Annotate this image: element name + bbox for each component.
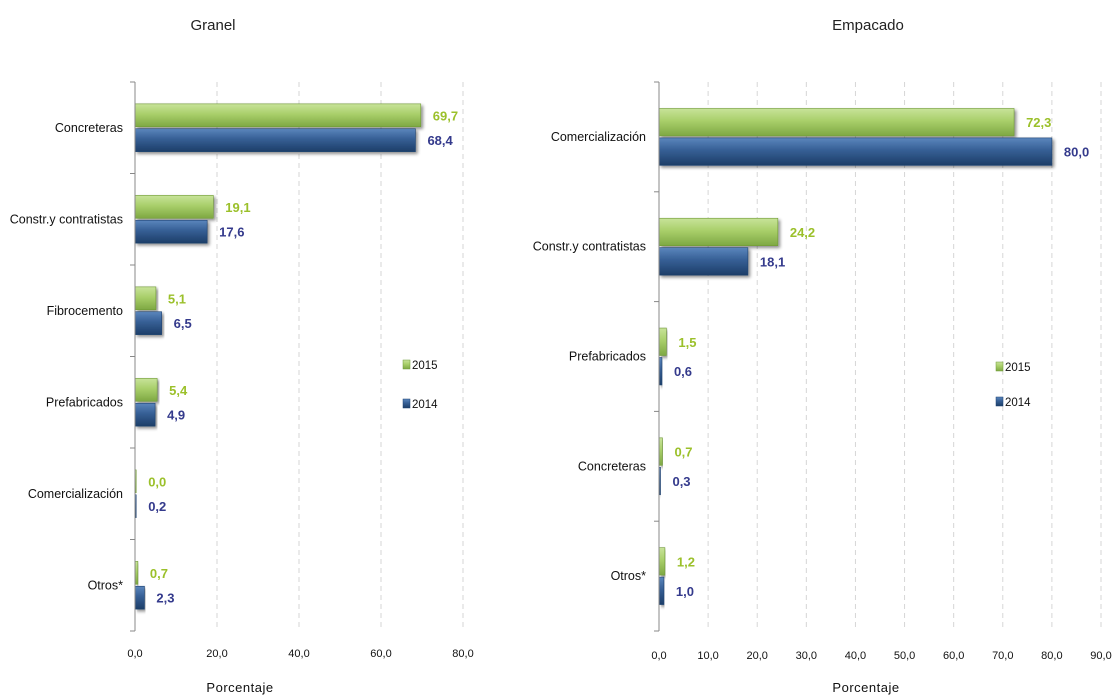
bar-2014 <box>134 128 416 152</box>
data-label-2014: 6,5 <box>174 316 192 331</box>
data-label-2014: 0,3 <box>672 474 690 489</box>
category-label: Otros* <box>611 569 647 583</box>
x-tick-label: 10,0 <box>697 650 718 662</box>
category-label: Constr.y contratistas <box>10 212 123 226</box>
bar-2015 <box>658 327 667 356</box>
chart-granel-grid <box>216 82 464 631</box>
bar-2014 <box>658 247 749 276</box>
category-label: Comercialización <box>551 130 646 144</box>
data-label-2015: 19,1 <box>225 200 250 215</box>
bar-2015 <box>134 103 422 128</box>
chart-granel-y-ticks <box>130 81 135 632</box>
data-label-2014: 4,9 <box>167 408 185 423</box>
chart-granel-x-tick-labels: 0,0 20,0 40,0 60,0 80,0 <box>127 648 473 660</box>
category-label: Fibrocemento <box>47 304 123 318</box>
chart-granel-bars <box>134 103 422 610</box>
legend-label-2014: 2014 <box>1005 397 1031 409</box>
legend-label-2015: 2015 <box>1005 362 1031 374</box>
data-label-2015: 0,7 <box>150 566 168 581</box>
data-label-2015: 5,4 <box>169 383 188 398</box>
data-label-2014: 0,2 <box>148 499 166 514</box>
bar-2015 <box>658 108 1015 137</box>
legend-swatch-2014 <box>402 398 411 409</box>
category-label: Otros* <box>88 578 124 592</box>
category-label: Constr.y contratistas <box>533 240 646 254</box>
category-label: Concreteras <box>578 459 646 473</box>
bar-2014 <box>658 576 665 605</box>
category-label: Comercialización <box>28 487 123 501</box>
legend-label-2015: 2015 <box>412 360 438 372</box>
x-tick-label: 40,0 <box>845 650 866 662</box>
bar-2014 <box>134 585 145 610</box>
x-tick-label: 80,0 <box>1041 650 1062 662</box>
chart-granel: Granel 69,768,419,117,65,16,55,44,90,00,… <box>10 17 474 695</box>
data-label-2015: 0,0 <box>148 474 166 489</box>
category-label: Prefabricados <box>569 350 646 364</box>
x-tick-label: 80,0 <box>452 648 473 660</box>
chart-granel-title: Granel <box>190 17 235 34</box>
chart-empacado-bars <box>658 108 1053 605</box>
legend-swatch-2015 <box>402 359 411 370</box>
chart-granel-category-labels: Concreteras Constr.y contratistas Fibrocem… <box>10 121 123 593</box>
bar-2015 <box>134 195 214 219</box>
bar-2015 <box>658 217 779 247</box>
chart-granel-legend: 2015 2014 <box>402 359 438 411</box>
bar-2014 <box>134 311 162 335</box>
x-tick-label: 90,0 <box>1090 650 1111 662</box>
data-label-2015: 72,3 <box>1026 115 1051 130</box>
data-label-2014: 17,6 <box>219 225 244 240</box>
data-label-2015: 69,7 <box>433 108 458 123</box>
chart-empacado-category-labels: Comercialización Constr.y contratistas Pre… <box>533 130 646 583</box>
data-label-2014: 18,1 <box>760 254 785 269</box>
chart-granel-data-labels: 69,7 68,4 19,1 17,6 5,1 6,5 5,4 4,9 0,0 0,2 0,7 2,3 <box>148 108 458 605</box>
x-tick-label: 0,0 <box>651 650 666 662</box>
data-label-2014: 68,4 <box>427 133 453 148</box>
x-tick-label: 0,0 <box>127 648 142 660</box>
x-tick-label: 70,0 <box>992 650 1013 662</box>
data-label-2015: 1,2 <box>677 554 695 569</box>
bar-2014 <box>134 219 208 244</box>
bar-2014 <box>134 402 156 427</box>
data-label-2014: 1,0 <box>676 584 694 599</box>
data-label-2014: 80,0 <box>1064 145 1089 160</box>
bar-2014 <box>658 137 1053 166</box>
x-tick-label: 50,0 <box>894 650 915 662</box>
data-label-2015: 5,1 <box>168 291 186 306</box>
category-label: Concreteras <box>55 121 123 135</box>
data-label-2015: 0,7 <box>674 445 692 460</box>
x-tick-label: 40,0 <box>288 648 309 660</box>
legend-swatch-2015 <box>995 361 1004 372</box>
chart-granel-x-axis-label: Porcentaje <box>206 680 273 695</box>
x-tick-label: 30,0 <box>796 650 817 662</box>
x-tick-label: 20,0 <box>747 650 768 662</box>
data-label-2015: 24,2 <box>790 225 815 240</box>
bar-2015 <box>658 547 666 576</box>
chart-empacado-title: Empacado <box>832 17 904 34</box>
x-tick-label: 20,0 <box>206 648 227 660</box>
chart-empacado-x-tick-labels: 0,0 10,0 20,0 30,0 40,0 50,0 60,0 70,0 80,0 90,0 <box>651 650 1111 662</box>
chart-empacado-y-ticks <box>654 81 659 632</box>
chart-empacado-legend: 2015 2014 <box>995 361 1031 409</box>
data-label-2014: 2,3 <box>156 591 174 606</box>
bar-2015 <box>134 378 158 402</box>
x-tick-label: 60,0 <box>370 648 391 660</box>
category-label: Prefabricados <box>46 395 123 409</box>
data-label-2015: 1,5 <box>678 335 696 350</box>
x-tick-label: 60,0 <box>943 650 964 662</box>
bar-2015 <box>658 437 663 466</box>
legend-swatch-2014 <box>995 396 1004 407</box>
chart-empacado-x-axis-label: Porcentaje <box>832 680 899 695</box>
chart-empacado-grid <box>707 82 1102 631</box>
chart-empacado: Empacado 72,3 80,0 24,2 18,1 1,5 0,6 0,7 0,3 1,2… <box>533 17 1112 695</box>
bar-2015 <box>134 286 157 311</box>
chart-empacado-data-labels: 72,3 80,0 24,2 18,1 1,5 0,6 0,7 0,3 1,2 1,0 <box>672 115 1089 599</box>
legend-label-2014: 2014 <box>412 399 438 411</box>
data-label-2014: 0,6 <box>674 364 692 379</box>
